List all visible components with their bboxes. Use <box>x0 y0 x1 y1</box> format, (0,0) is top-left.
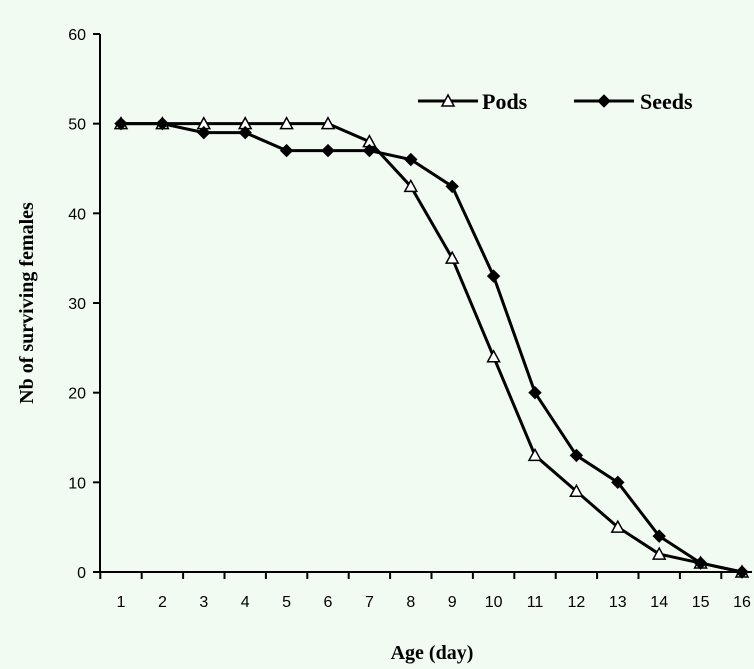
data-point-pods <box>320 116 336 130</box>
data-point-pods <box>279 116 294 130</box>
x-axis-title: Age (day) <box>391 642 474 664</box>
data-point-seeds <box>155 116 170 131</box>
legend-marker-seeds <box>597 94 611 108</box>
data-point-seeds <box>486 269 501 283</box>
y-tick-label: 10 <box>68 475 86 492</box>
data-point-seeds <box>445 179 459 194</box>
x-tick-label: 6 <box>324 594 333 611</box>
series-line-seeds <box>121 122 743 574</box>
x-tick-label: 5 <box>282 594 291 611</box>
x-tick-label: 15 <box>692 594 710 611</box>
legend: Pods Seeds <box>418 89 693 114</box>
x-tick-label: 4 <box>241 594 250 611</box>
data-point-seeds <box>611 475 625 490</box>
data-point-seeds <box>735 565 749 579</box>
data-point-seeds <box>114 116 128 131</box>
x-tick-label: 1 <box>117 594 126 611</box>
x-tick-label: 16 <box>733 594 751 611</box>
data-point-pods <box>403 178 419 193</box>
data-point-seeds <box>528 385 542 400</box>
x-tick-label: 10 <box>485 594 503 611</box>
y-axis-title: Nb of surviving females <box>16 202 38 404</box>
data-point-pods <box>651 546 667 560</box>
legend-label-pods: Pods <box>482 89 528 114</box>
series-pods <box>113 116 750 578</box>
data-point-pods <box>527 447 543 462</box>
data-point-pods <box>569 483 584 498</box>
series-line-pods <box>121 122 743 574</box>
x-tick-label: 8 <box>406 594 415 611</box>
data-point-seeds <box>404 152 418 167</box>
data-point-seeds <box>279 143 294 158</box>
x-tick-label: 3 <box>199 594 208 611</box>
data-point-seeds <box>652 529 666 543</box>
data-point-seeds <box>569 448 584 463</box>
data-point-seeds <box>238 125 252 140</box>
series-seeds <box>114 116 749 579</box>
data-point-seeds <box>321 143 335 158</box>
data-point-pods <box>444 250 460 264</box>
data-point-seeds <box>197 125 211 140</box>
y-tick-label: 50 <box>68 117 86 134</box>
x-tick-label: 7 <box>365 594 374 611</box>
legend-item-pods: Pods <box>418 89 528 114</box>
data-point-seeds <box>693 556 708 570</box>
legend-item-seeds: Seeds <box>574 89 693 114</box>
legend-marker-pods <box>440 93 456 107</box>
data-point-seeds <box>362 143 377 158</box>
x-tick-label: 9 <box>448 594 457 611</box>
y-tick-label: 40 <box>68 206 86 223</box>
y-tick-label: 30 <box>68 296 86 313</box>
y-tick-label: 20 <box>68 386 86 403</box>
x-tick-label: 13 <box>609 594 627 611</box>
x-tick-label: 12 <box>568 594 586 611</box>
x-tick-label: 11 <box>527 594 544 611</box>
y-tick-label: 60 <box>68 27 86 44</box>
data-point-pods <box>486 349 501 363</box>
x-tick-label: 2 <box>158 594 167 611</box>
legend-label-seeds: Seeds <box>640 89 693 114</box>
data-point-pods <box>610 519 626 533</box>
y-tick-label: 0 <box>77 565 86 582</box>
series-layer <box>113 116 750 579</box>
x-tick-label: 14 <box>650 594 668 611</box>
